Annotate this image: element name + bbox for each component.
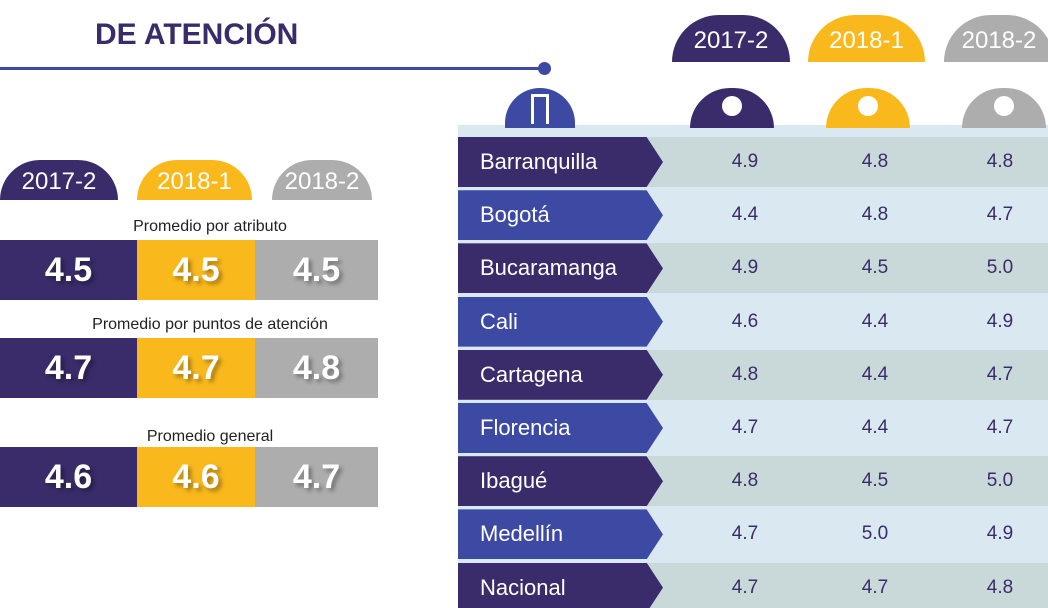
table-value: 4.9	[731, 151, 759, 172]
summary-value: 4.7	[0, 338, 137, 398]
table-value: 4.4	[861, 363, 889, 385]
summary-value: 4.5	[255, 240, 378, 300]
period-tab: 2018-2	[944, 15, 1048, 62]
city-cell: Cali	[458, 296, 663, 347]
summary-value: 4.8	[255, 338, 378, 398]
table-value: 4.9	[731, 257, 759, 279]
face-icon	[858, 96, 878, 116]
table-value: 4.7	[731, 576, 759, 598]
table-value: 4.8	[731, 363, 759, 385]
table-value: 5.0	[861, 523, 889, 545]
summary-value: 4.6	[0, 447, 137, 507]
table-value: 4.7	[731, 417, 759, 438]
face-icon	[994, 96, 1014, 116]
city-cell: Barranquilla	[458, 137, 663, 187]
table-value: 4.4	[731, 204, 759, 226]
table-value: 4.8	[986, 151, 1014, 172]
face-icon	[722, 96, 742, 116]
city-cell: Florencia	[458, 403, 663, 453]
city-cell: Medellín	[458, 509, 663, 560]
summary-label: Promedio general	[146, 428, 274, 445]
period-tab: 2018-1	[808, 15, 925, 62]
table-value: 4.8	[861, 204, 889, 226]
table-value: 4.4	[861, 417, 889, 438]
table-value: 4.4	[861, 310, 889, 332]
table-value: 4.7	[986, 363, 1014, 385]
city-cell: Bogotá	[458, 190, 663, 241]
table-value: 4.7	[861, 576, 889, 598]
table-value: 4.7	[986, 204, 1014, 226]
summary-value: 4.6	[137, 447, 255, 507]
table-value: 4.5	[861, 257, 889, 279]
table-value: 4.7	[986, 417, 1014, 438]
summary-value: 4.7	[255, 447, 378, 507]
divider	[0, 67, 545, 70]
city-cell: Nacional	[458, 562, 663, 608]
summary-value: 4.5	[137, 240, 255, 300]
city-cell: Cartagena	[458, 349, 663, 400]
table-value: 4.8	[986, 576, 1014, 598]
period-tab: 2018-2	[272, 160, 372, 200]
period-tab: 2017-2	[0, 160, 118, 200]
table-value: 4.8	[731, 470, 759, 492]
table-value: 5.0	[986, 257, 1014, 279]
summary-label: Promedio por puntos de atención	[92, 316, 328, 333]
period-tab: 2017-2	[672, 15, 790, 62]
summary-label: Promedio por atributo	[133, 218, 287, 235]
period-tab: 2018-1	[137, 160, 252, 200]
table-value: 4.9	[986, 310, 1014, 332]
table-value: 4.6	[731, 310, 759, 332]
building-icon	[505, 88, 575, 128]
city-cell: Bucaramanga	[458, 243, 663, 294]
table-value: 4.8	[861, 151, 889, 172]
summary-value: 4.7	[137, 338, 255, 398]
title: DE ATENCIÓN	[95, 18, 299, 51]
table-value: 4.9	[986, 523, 1014, 545]
table-value: 4.7	[731, 523, 759, 545]
summary-value: 4.5	[0, 240, 137, 300]
table-value: 4.5	[861, 470, 889, 492]
city-cell: Ibagué	[458, 456, 663, 507]
divider-dot	[538, 62, 551, 75]
table-value: 5.0	[986, 470, 1014, 492]
